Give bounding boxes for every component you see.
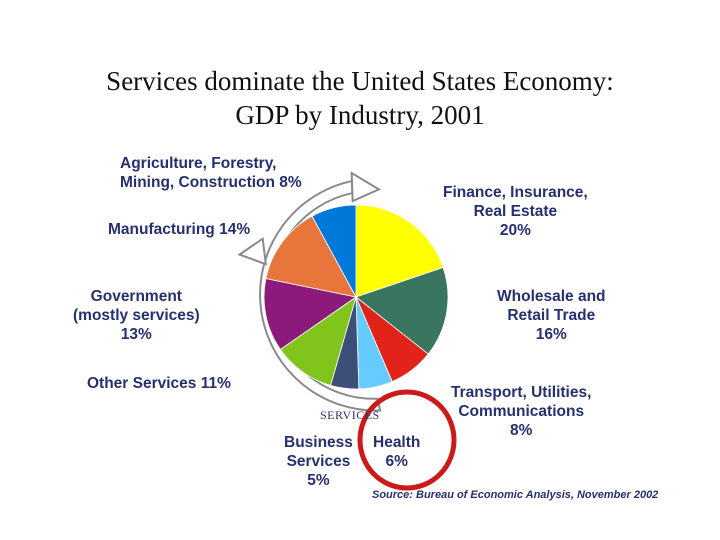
label-manufacturing-line-1: Manufacturing 14% — [108, 221, 251, 238]
label-health: Health 6% — [373, 433, 420, 471]
label-health-line-1: Health — [373, 434, 421, 451]
label-finance: Finance, Insurance, Real Estate 20% — [443, 183, 588, 240]
pie-slice-1 — [355, 266, 449, 355]
label-finance-line-1: Finance, Insurance, — [443, 184, 588, 201]
label-agriculture-line-1: Agriculture, Forestry, — [120, 155, 277, 172]
pie-slice-6 — [263, 278, 357, 350]
label-government: Government (mostly services) 13% — [73, 287, 200, 344]
label-manufacturing: Manufacturing 14% — [108, 220, 250, 239]
pie-slices — [263, 204, 449, 390]
source-note: Source: Bureau of Economic Analysis, Nov… — [372, 489, 659, 501]
label-wholesale-line-3: 16% — [535, 326, 567, 343]
label-transport: Transport, Utilities, Communications 8% — [451, 383, 591, 440]
label-health-line-2: 6% — [385, 453, 408, 470]
pie-slice-7 — [265, 215, 357, 298]
label-transport-line-3: 8% — [509, 422, 533, 439]
label-business-line-2: Services — [286, 453, 351, 470]
services-arrow-head-left — [237, 236, 267, 266]
label-transport-line-2: Communications — [458, 403, 585, 420]
label-other-services: Other Services 11% — [87, 374, 231, 393]
label-government-line-3: 13% — [120, 326, 152, 343]
chart-title-line-1: Services dominate the United States Econ… — [106, 66, 614, 96]
label-finance-line-2: Real Estate — [473, 203, 558, 220]
label-wholesale-line-1: Wholesale and — [497, 288, 606, 305]
health-highlight-circle — [357, 389, 457, 491]
label-business-line-1: Business — [284, 434, 353, 451]
label-finance-line-3: 20% — [499, 222, 531, 239]
label-wholesale: Wholesale and Retail Trade 16% — [497, 287, 606, 344]
pie-slice-0 — [355, 204, 444, 298]
label-agriculture: Agriculture, Forestry, Mining, Construct… — [120, 154, 302, 192]
label-other-line-1: Other Services 11% — [87, 375, 231, 392]
label-government-line-1: Government — [90, 288, 182, 305]
label-wholesale-line-2: Retail Trade — [507, 307, 596, 324]
label-transport-line-1: Transport, Utilities, — [451, 384, 592, 401]
chart-title-line-2: GDP by Industry, 2001 — [235, 100, 485, 130]
pie-slice-8 — [311, 204, 357, 298]
services-arrow-head-top — [350, 171, 382, 203]
label-business-services: Business Services 5% — [284, 433, 353, 490]
label-agriculture-line-2: Mining, Construction 8% — [120, 174, 302, 191]
label-government-line-2: (mostly services) — [73, 307, 200, 324]
label-business-line-3: 5% — [307, 472, 330, 489]
services-arrow-label: SERVICES — [320, 408, 380, 422]
